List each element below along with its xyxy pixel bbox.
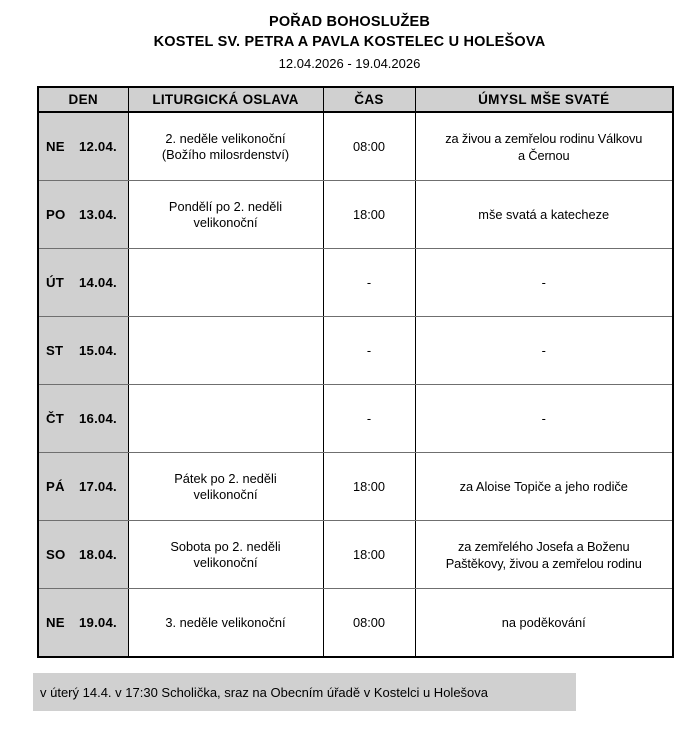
cell-intention: za zemřelého Josefa a Boženu Paštěkovy, ž… bbox=[415, 520, 673, 589]
cell-intention: mše svatá a katecheze bbox=[415, 180, 673, 249]
cell-day: NE 19.04. bbox=[38, 588, 129, 657]
liturgy-line: 2. neděle velikonoční bbox=[165, 130, 286, 146]
day-of-week: NE bbox=[46, 138, 65, 154]
page-subtitle: KOSTEL SV. PETRA A PAVLA KOSTELEC U HOLE… bbox=[153, 34, 546, 50]
liturgy-line: 3. neděle velikonoční bbox=[165, 614, 286, 630]
cell-day: ČT 16.04. bbox=[38, 384, 129, 453]
schedule-table-container: DEN LITURGICKÁ OSLAVA ČAS ÚMYSL MŠE SVAT… bbox=[37, 86, 674, 658]
table-row: ÚT 14.04. - - bbox=[38, 248, 673, 317]
intention-line: a Černou bbox=[518, 147, 570, 163]
table-header-row: DEN LITURGICKÁ OSLAVA ČAS ÚMYSL MŠE SVAT… bbox=[38, 87, 673, 113]
cell-liturgical-celebration: Pondělí po 2. neděli velikonoční bbox=[128, 180, 324, 249]
day-of-week: ČT bbox=[46, 410, 64, 426]
day-date: 14.04. bbox=[79, 274, 117, 290]
cell-time: 18:00 bbox=[323, 180, 416, 249]
intention-line: za zemřelého Josefa a Boženu bbox=[457, 538, 630, 554]
day-of-week: ST bbox=[46, 342, 64, 358]
schedule-table: DEN LITURGICKÁ OSLAVA ČAS ÚMYSL MŠE SVAT… bbox=[37, 86, 674, 658]
table-row: ČT 16.04. - - bbox=[38, 384, 673, 453]
intention-line: za Aloise Topiče a jeho rodiče bbox=[459, 479, 628, 494]
cell-liturgical-celebration: Pátek po 2. neděli velikonoční bbox=[128, 452, 324, 521]
day-date: 16.04. bbox=[79, 410, 117, 426]
day-of-week: PÁ bbox=[46, 478, 65, 494]
table-row: NE 19.04. 3. neděle velikonoční 08:00 na pod… bbox=[38, 588, 673, 658]
column-header-den: DEN bbox=[38, 87, 129, 113]
liturgy-line: (Božího milosrdenství) bbox=[161, 146, 290, 162]
intention-line: - bbox=[541, 411, 546, 426]
cell-time: - bbox=[323, 316, 416, 385]
intention-line: na poděkování bbox=[501, 615, 586, 630]
day-of-week: NE bbox=[46, 614, 65, 630]
intention-line: mše svatá a katecheze bbox=[478, 207, 610, 222]
cell-time: 08:00 bbox=[323, 112, 416, 181]
intention-line: za živou a zemřelou rodinu Válkovu bbox=[445, 130, 643, 146]
intention-line: - bbox=[541, 275, 546, 290]
cell-time: 08:00 bbox=[323, 588, 416, 657]
day-of-week: ÚT bbox=[46, 274, 64, 290]
date-range: 12.04.2026 - 19.04.2026 bbox=[278, 56, 421, 71]
cell-day: PO 13.04. bbox=[38, 180, 129, 249]
intention-line: Paštěkovy, živou a zemřelou rodinu bbox=[445, 555, 642, 571]
table-row: SO 18.04. Sobota po 2. neděli velikonoční 18… bbox=[38, 520, 673, 589]
cell-day: ST 15.04. bbox=[38, 316, 129, 385]
liturgy-line: velikonoční bbox=[193, 554, 258, 570]
cell-intention: za živou a zemřelou rodinu Válkovu a Čern… bbox=[415, 112, 673, 181]
liturgy-line: Pátek po 2. neděli bbox=[174, 470, 277, 486]
cell-intention: za Aloise Topiče a jeho rodiče bbox=[415, 452, 673, 521]
day-date: 13.04. bbox=[79, 206, 117, 222]
table-row: PÁ 17.04. Pátek po 2. neděli velikonoční 18:… bbox=[38, 452, 673, 521]
cell-liturgical-celebration bbox=[128, 384, 324, 453]
day-date: 17.04. bbox=[79, 478, 117, 494]
cell-day: ÚT 14.04. bbox=[38, 248, 129, 317]
column-header-time: ČAS bbox=[323, 87, 416, 113]
intention-line: - bbox=[541, 343, 546, 358]
cell-day: NE 12.04. bbox=[38, 112, 129, 181]
liturgy-line: Pondělí po 2. neděli bbox=[168, 198, 283, 214]
day-date: 12.04. bbox=[79, 138, 117, 154]
day-of-week: SO bbox=[46, 546, 66, 562]
table-row: PO 13.04. Pondělí po 2. neděli velikonoční 1… bbox=[38, 180, 673, 249]
cell-day: PÁ 17.04. bbox=[38, 452, 129, 521]
day-date: 18.04. bbox=[79, 546, 117, 562]
document-heading: POŘAD BOHOSLUŽEB KOSTEL SV. PETRA A PAVL… bbox=[0, 0, 699, 74]
cell-intention: - bbox=[415, 316, 673, 385]
liturgy-line: velikonoční bbox=[193, 214, 258, 230]
cell-liturgical-celebration: 3. neděle velikonoční bbox=[128, 588, 324, 657]
table-row: NE 12.04. 2. neděle velikonoční (Božího mil… bbox=[38, 112, 673, 181]
footer-note: v úterý 14.4. v 17:30 Scholička, sraz na… bbox=[33, 673, 576, 711]
cell-intention: na poděkování bbox=[415, 589, 673, 658]
column-header-intention: ÚMYSL MŠE SVATÉ bbox=[415, 87, 673, 113]
table-row: ST 15.04. - - bbox=[38, 316, 673, 385]
cell-liturgical-celebration: Sobota po 2. neděli velikonoční bbox=[128, 520, 324, 589]
cell-time: 18:00 bbox=[323, 520, 416, 589]
cell-intention: - bbox=[415, 248, 673, 317]
cell-time: - bbox=[323, 384, 416, 453]
page-title: POŘAD BOHOSLUŽEB bbox=[268, 14, 431, 30]
cell-intention: - bbox=[415, 384, 673, 453]
cell-liturgical-celebration bbox=[128, 248, 324, 317]
column-header-liturgical-celebration: LITURGICKÁ OSLAVA bbox=[128, 87, 324, 113]
footer-note-text: v úterý 14.4. v 17:30 Scholička, sraz na… bbox=[40, 684, 489, 700]
liturgy-line: Sobota po 2. neděli bbox=[170, 538, 281, 554]
cell-time: - bbox=[323, 248, 416, 317]
day-date: 15.04. bbox=[79, 342, 117, 358]
cell-liturgical-celebration bbox=[128, 316, 324, 385]
cell-day: SO 18.04. bbox=[38, 520, 129, 589]
liturgy-line: velikonoční bbox=[193, 486, 258, 502]
cell-liturgical-celebration: 2. neděle velikonoční (Božího milosrdenst… bbox=[128, 112, 324, 181]
day-of-week: PO bbox=[46, 206, 66, 222]
day-date: 19.04. bbox=[79, 614, 117, 630]
cell-time: 18:00 bbox=[323, 452, 416, 521]
